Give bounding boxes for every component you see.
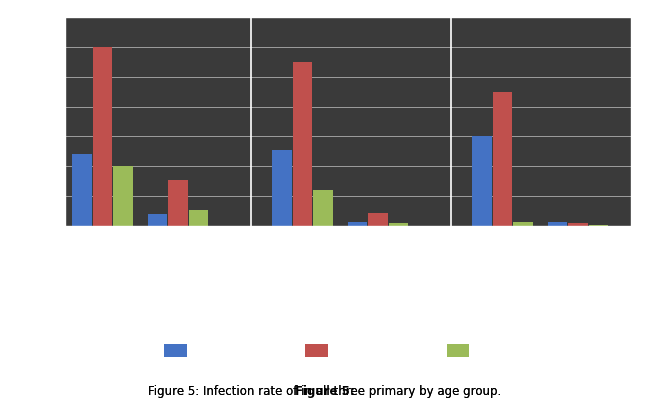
Text: Figure 5: Infection rate of in all three primary by age group.: Figure 5: Infection rate of in all three… (6, 385, 359, 398)
Bar (168, 180, 188, 226)
Text: Figure 5:: Figure 5: (295, 385, 355, 398)
FancyBboxPatch shape (164, 344, 187, 357)
Bar (547, 222, 567, 226)
Text: 6-9yrs: 6-9yrs (195, 345, 228, 355)
Bar (589, 225, 608, 226)
Bar (369, 213, 388, 226)
Bar (313, 190, 333, 226)
FancyBboxPatch shape (306, 344, 328, 357)
Text: No. of
specimen
examined: No. of specimen examined (480, 250, 525, 280)
Bar (93, 47, 112, 226)
Text: Figure 5:: Figure 5: (6, 385, 66, 398)
Text: No. of
positives: No. of positives (158, 250, 198, 270)
Text: Mwezya primary: Mwezya primary (108, 305, 194, 315)
Bar (568, 223, 588, 226)
Text: Maamba private: Maamba private (508, 305, 593, 315)
Text: 10-13yrs: 10-13yrs (337, 345, 383, 355)
Bar (472, 137, 492, 226)
Bar (72, 155, 92, 226)
Text: No. of
specimen
examined: No. of specimen examined (80, 250, 125, 280)
Bar (148, 214, 167, 226)
Text: 14-17yrs: 14-17yrs (478, 345, 524, 355)
Bar (493, 92, 512, 226)
Text: SCHOOLS: SCHOOLS (316, 318, 380, 331)
Bar (348, 222, 367, 226)
Bar (514, 222, 533, 226)
FancyBboxPatch shape (447, 344, 469, 357)
Text: Figure 5: Infection rate of in all three primary by age group.: Figure 5: Infection rate of in all three… (148, 385, 502, 398)
Bar (389, 223, 408, 226)
Text: No. of
positives: No. of positives (358, 250, 398, 270)
Text: No. of
positives: No. of positives (558, 250, 598, 270)
Bar (272, 150, 292, 226)
Bar (114, 166, 133, 226)
Text: Figure 5: Infection rate of in all three primary by age group.: Figure 5: Infection rate of in all three… (148, 385, 502, 398)
Text: No. of
specimen
examined: No. of specimen examined (280, 250, 325, 280)
Bar (293, 62, 313, 226)
Bar (189, 210, 209, 226)
Text: Sinakasikili primary: Sinakasikili primary (299, 305, 402, 315)
